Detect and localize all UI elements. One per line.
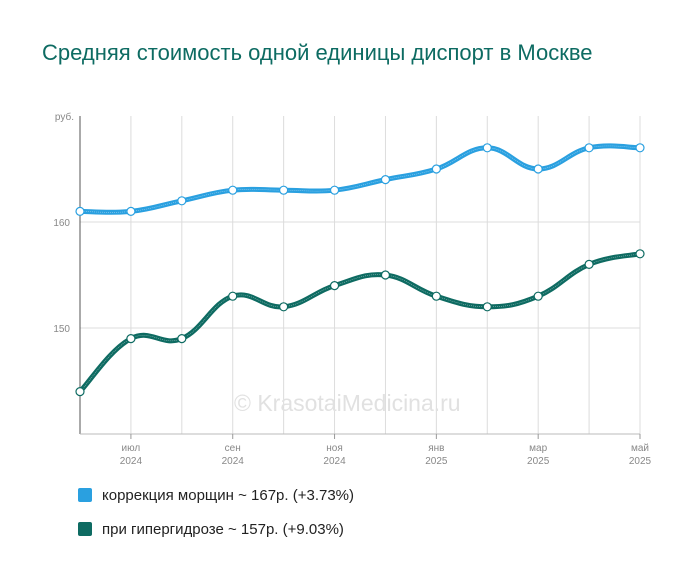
data-point [177,196,187,206]
data-point [533,164,543,174]
data-point [126,334,136,344]
x-tick-label-year: 2025 [629,456,652,467]
series-layer [75,143,645,397]
legend-item[interactable]: при гипергидрозе ~ 157р. (+9.03%) [78,517,354,541]
y-unit-label: руб. [55,111,74,123]
axes: 150 160 руб. июл 2024 сен 2024 ноя 2024 янв 2025 ма… [53,111,651,467]
watermark: © KrasotaiMedicina.ru [234,390,461,416]
data-point [228,291,238,301]
legend-item[interactable]: коррекция морщин ~ 167р. (+3.73%) [78,483,354,507]
data-point [228,185,238,195]
data-point [431,164,441,174]
x-tick-label-year: 2025 [425,456,448,467]
y-tick-label: 150 [53,324,70,335]
data-point [329,185,340,195]
series-line-0 [77,143,643,215]
x-tick-label-month: мар [529,443,547,454]
data-point [177,334,187,344]
x-tick-label-year: 2024 [120,456,143,467]
data-point [126,206,136,216]
legend-swatch-0 [78,488,92,502]
data-point [380,175,391,185]
data-point [482,143,492,153]
data-point [482,302,492,312]
data-point [431,291,441,301]
legend-swatch-1 [78,522,92,536]
x-tick-label-month: июл [122,443,141,454]
y-tick-label: 160 [53,218,70,229]
series-line-texture-0 [79,145,641,213]
data-point [635,249,645,259]
series-line-texture-1 [79,253,641,392]
x-tick-label-month: янв [428,443,444,454]
data-point [380,270,391,280]
legend: коррекция морщин ~ 167р. (+3.73%) при ги… [78,483,354,551]
legend-label-1: при гипергидрозе ~ 157р. (+9.03%) [102,520,344,538]
data-point [533,291,543,301]
data-point [635,143,645,153]
data-point [329,281,340,291]
data-point [279,302,289,312]
x-tick-label-month: ноя [326,443,343,454]
x-tick-label-year: 2024 [222,456,245,467]
data-point [75,387,85,397]
data-point [75,206,85,216]
x-tick-label-month: сен [225,443,241,454]
series-line-1 [77,251,643,395]
data-point [584,143,594,153]
chart-title: Средняя стоимость одной единицы диспорт … [42,40,593,65]
data-point [584,259,594,269]
x-tick-label-year: 2024 [323,456,346,467]
x-tick-label-month: май [631,443,649,454]
x-tick-label-year: 2025 [527,456,550,467]
legend-label-0: коррекция морщин ~ 167р. (+3.73%) [102,486,355,504]
data-point [279,185,289,195]
